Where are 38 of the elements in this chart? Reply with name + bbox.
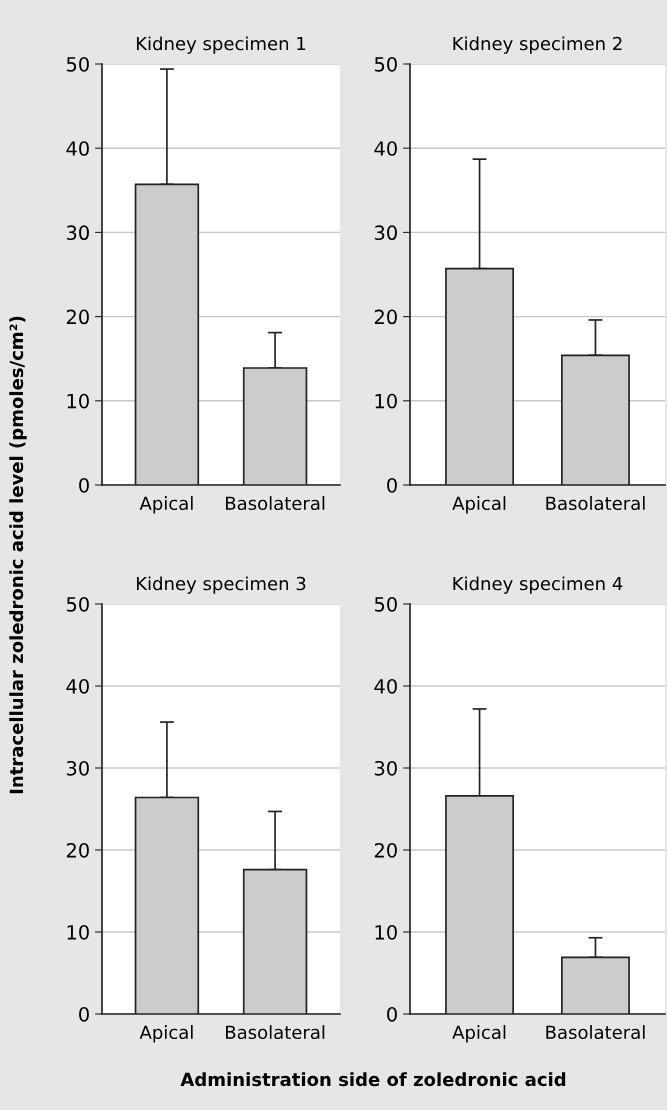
y-tick-label: 40	[66, 678, 89, 694]
y-tick-label: 50	[374, 596, 397, 612]
x-tick-label: Apical	[452, 496, 506, 514]
y-tick-label: 0	[387, 477, 397, 493]
x-tick-label: Apical	[139, 496, 193, 514]
y-tick-label: 20	[374, 842, 397, 858]
chart-title: Kidney specimen 4	[453, 576, 623, 594]
y-tick-label: 0	[79, 1006, 89, 1022]
chart-title: Kidney specimen 1	[136, 36, 306, 54]
y-tick-label: 50	[374, 56, 397, 72]
y-tick-label: 0	[79, 477, 89, 493]
y-tick-label: 10	[67, 393, 89, 409]
x-tick-label: Basolateral	[546, 1025, 645, 1040]
y-tick-label: 20	[66, 309, 89, 325]
x-tick-label: Apical	[452, 1025, 506, 1043]
x-axis-title: Administration side of zoledronic acid	[180, 1072, 566, 1087]
y-tick-label: 10	[375, 393, 397, 409]
x-tick-label: Basolateral	[226, 496, 325, 511]
y-tick-label: 40	[374, 678, 397, 694]
y-tick-label: 20	[374, 309, 397, 325]
y-tick-label: 50	[66, 596, 89, 612]
x-tick-label: Apical	[139, 1025, 193, 1043]
y-tick-label: 30	[66, 760, 89, 776]
x-tick-label: Basolateral	[546, 496, 645, 511]
y-tick-label: 40	[374, 141, 397, 156]
chart-title: Kidney specimen 3	[136, 576, 306, 594]
y-tick-label: 30	[66, 225, 89, 241]
y-tick-label: 10	[67, 924, 89, 940]
y-tick-label: 30	[374, 760, 397, 776]
y-tick-label: 10	[375, 924, 397, 940]
chart-title: Kidney specimen 2	[453, 36, 622, 54]
y-tick-label: 0	[387, 1006, 397, 1022]
y-tick-label: 40	[66, 141, 89, 156]
y-axis-title: Intracellular zoledronic acid level (pmoles/cm²)	[9, 316, 27, 794]
y-tick-label: 50	[66, 56, 89, 72]
x-tick-label: Basolateral	[226, 1025, 325, 1040]
y-tick-label: 20	[66, 842, 89, 858]
y-tick-label: 30	[374, 225, 397, 241]
